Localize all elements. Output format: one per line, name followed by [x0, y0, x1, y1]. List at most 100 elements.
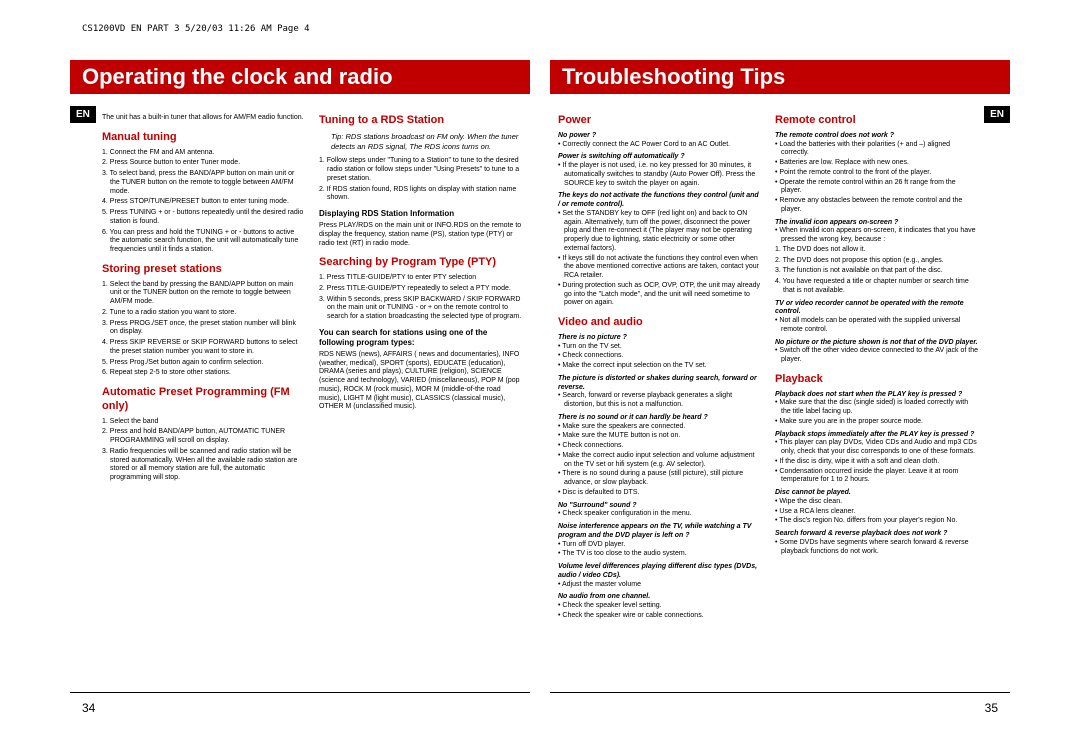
q-nopower: No power ?: [558, 132, 761, 141]
q-switching: Power is switching off automatically ?: [558, 153, 761, 162]
bullet: • Check speaker configuration in the men…: [558, 510, 761, 519]
rds-tip: Tip: RDS stations broadcast on FM only. …: [331, 132, 522, 152]
h-remote: Remote control: [775, 114, 978, 128]
bullet: • Search, forward or reverse playback ge…: [558, 392, 761, 410]
right-col1: Power No power ? • Correctly connect the…: [558, 114, 761, 622]
banner-left: Operating the clock and radio: [70, 60, 530, 94]
q-distort: The picture is distorted or shakes durin…: [558, 375, 761, 393]
bullet: • Check connections.: [558, 352, 761, 361]
list-item: 2. Press TITLE-GUIDE/PTY repeatedly to s…: [319, 285, 522, 294]
left-col2: Tuning to a RDS Station Tip: RDS station…: [319, 114, 522, 485]
list-item: 3. To select band, press the BAND/APP bu…: [102, 170, 305, 196]
page-rule: [70, 692, 530, 693]
intro-text: The unit has a built-in tuner that allow…: [102, 114, 305, 123]
h-storing: Storing preset stations: [102, 263, 305, 277]
h-search-pty: Searching by Program Type (PTY): [319, 256, 522, 270]
page-spread: Operating the clock and radio EN The uni…: [60, 60, 1020, 717]
q-remote: The remote control does not work ?: [775, 132, 978, 141]
bullet: • Turn off DVD player.: [558, 541, 761, 550]
bullet: • Check the speaker level setting.: [558, 602, 761, 611]
pagenum-right: 35: [985, 701, 998, 715]
list-item: 4. You have requested a title or chapter…: [775, 278, 978, 296]
page-rule: [550, 692, 1010, 693]
q-nopicdvd: No picture or the picture shown is not t…: [775, 339, 978, 348]
types-text: RDS NEWS (news), AFFAIRS ( news and docu…: [319, 351, 522, 412]
h-auto-preset: Automatic Preset Programming (FM only): [102, 386, 305, 414]
list-item: 1. Connect the FM and AM antenna.: [102, 149, 305, 158]
list-item: 1. The DVD does not allow it.: [775, 246, 978, 255]
right-columns: Power No power ? • Correctly connect the…: [550, 102, 1010, 622]
list-item: 1. Select the band: [102, 418, 305, 427]
lang-badge-right: EN: [984, 106, 1010, 123]
list-item: 5. Press TUNING + or - buttons repeatedl…: [102, 209, 305, 227]
bullet: • Make sure the MUTE button is not on.: [558, 432, 761, 441]
list-item: 2. Press and hold BAND/APP button, AUTOM…: [102, 428, 305, 446]
bullet: • This player can play DVDs, Video CDs a…: [775, 439, 978, 457]
left-col1: The unit has a built-in tuner that allow…: [102, 114, 305, 485]
list-item: 4. Press STOP/TUNE/PRESET button to ente…: [102, 198, 305, 207]
left-columns: The unit has a built-in tuner that allow…: [70, 102, 530, 485]
bullet: • The TV is too close to the audio syste…: [558, 550, 761, 559]
bullet: • Set the STANDBY key to OFF (red light …: [558, 210, 761, 254]
bullet: • Load the batteries with their polariti…: [775, 141, 978, 159]
q-discplay: Disc cannot be played.: [775, 489, 978, 498]
right-col2: Remote control The remote control does n…: [775, 114, 978, 622]
list-item: 6. You can press and hold the TUNING + o…: [102, 229, 305, 255]
h-rds: Tuning to a RDS Station: [319, 114, 522, 128]
bullet: • The disc's region No. differs from you…: [775, 517, 978, 526]
q-keys: The keys do not activate the functions t…: [558, 192, 761, 210]
bullet: • Use a RCA lens cleaner.: [775, 508, 978, 517]
disp-text: Press PLAY/RDS on the main unit or INFO.…: [319, 222, 522, 248]
q-nopic: There is no picture ?: [558, 334, 761, 343]
list-item: 1. Select the band by pressing the BAND/…: [102, 281, 305, 307]
bullet: • Turn on the TV set.: [558, 343, 761, 352]
list-item: 1. Press TITLE-GUIDE/PTY to enter PTY se…: [319, 274, 522, 283]
bullet: • Make sure you are in the proper source…: [775, 418, 978, 427]
list-item: 3. Within 5 seconds, press SKIP BACKWARD…: [319, 296, 522, 322]
bullet: • When invalid icon appears on-screen, i…: [775, 227, 978, 245]
banner-right: Troubleshooting Tips: [550, 60, 1010, 94]
q-nosurr: No "Surround" sound ?: [558, 502, 761, 511]
list-item: 5. Press Prog./Set button again to confi…: [102, 359, 305, 368]
bullet: • Adjust the master volume: [558, 581, 761, 590]
bullet: • During protection such as OCP, OVP, OT…: [558, 282, 761, 308]
bullet: • Make the correct input selection on th…: [558, 362, 761, 371]
bullet: • Check connections.: [558, 442, 761, 451]
bullet: • Point the remote control to the front …: [775, 169, 978, 178]
q-volume: Volume level differences playing differe…: [558, 563, 761, 581]
q-playstop: Playback stops immediately after the PLA…: [775, 431, 978, 440]
bullet: • Correctly connect the AC Power Cord to…: [558, 141, 761, 150]
list-item: 2. Tune to a radio station you want to s…: [102, 309, 305, 318]
q-nosound: There is no sound or it can hardly be he…: [558, 414, 761, 423]
q-tvrec: TV or video recorder cannot be operated …: [775, 300, 978, 318]
bullet: • Wipe the disc clean.: [775, 498, 978, 507]
h-manual-tuning: Manual tuning: [102, 131, 305, 145]
q-playstart: Playback does not start when the PLAY ke…: [775, 391, 978, 400]
lang-badge-left: EN: [70, 106, 96, 123]
h-program-types: You can search for stations using one of…: [319, 328, 522, 348]
list-item: 1. Follow steps under "Tuning to a Stati…: [319, 157, 522, 183]
list-item: 3. Radio frequencies will be scanned and…: [102, 448, 305, 483]
bullet: • Make sure the speakers are connected.: [558, 423, 761, 432]
bullet: • If the disc is dirty, wipe it with a s…: [775, 458, 978, 467]
right-page: Troubleshooting Tips EN Power No power ?…: [540, 60, 1020, 717]
bullet: • Some DVDs have segments where search f…: [775, 539, 978, 557]
bullet: • If the player is not used, i.e. no key…: [558, 162, 761, 188]
list-item: 4. Press SKIP REVERSE or SKIP FORWARD bu…: [102, 339, 305, 357]
bullet: • Make sure that the disc (single sided)…: [775, 399, 978, 417]
document-spread: { "header": "CS1200VD EN PART 3 5/20/03 …: [0, 0, 1080, 747]
q-noise: Noise interference appears on the TV, wh…: [558, 523, 761, 541]
bullet: • Check the speaker wire or cable connec…: [558, 612, 761, 621]
bullet: • Batteries are low. Replace with new on…: [775, 159, 978, 168]
h-display-rds: Displaying RDS Station Information: [319, 209, 522, 219]
list-item: 3. The function is not available on that…: [775, 267, 978, 276]
list-item: 2. Press Source button to enter Tuner mo…: [102, 159, 305, 168]
bullet: • There is no sound during a pause (stil…: [558, 470, 761, 488]
pagenum-left: 34: [82, 701, 95, 715]
bullet: • Make the correct audio input selection…: [558, 452, 761, 470]
bullet: • If keys still do not activate the func…: [558, 255, 761, 281]
bullet: • Switch off the other video device conn…: [775, 347, 978, 365]
bullet: • Remove any obstacles between the remot…: [775, 197, 978, 215]
print-header: CS1200VD EN PART 3 5/20/03 11:26 AM Page…: [82, 24, 310, 34]
q-searchfr: Search forward & reverse playback does n…: [775, 530, 978, 539]
